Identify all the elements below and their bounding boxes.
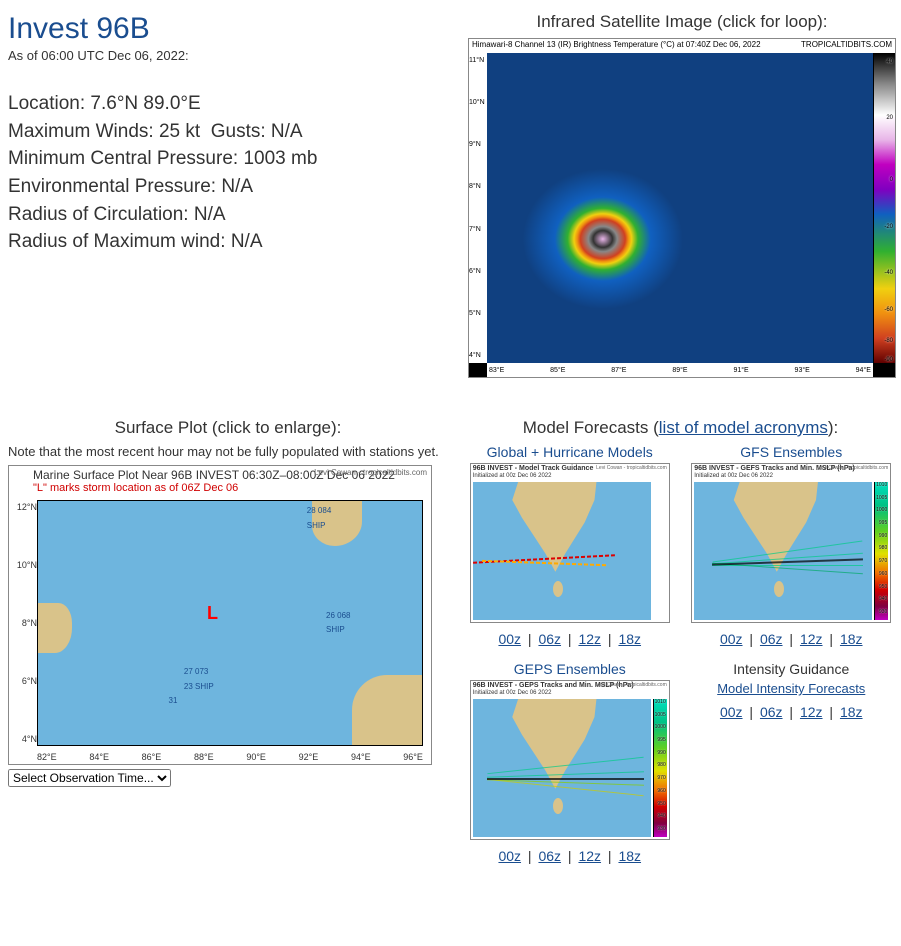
gfs-ens-image[interactable]: 96B INVEST - GEFS Tracks and Min. MSLP (… <box>691 463 891 623</box>
sat-ir-render <box>487 53 873 363</box>
stat-maxwind: Maximum Winds: 25 kt Gusts: N/A <box>8 119 448 145</box>
stat-pressure: Minimum Central Pressure: 1003 mb <box>8 146 448 172</box>
gfs-run-12z[interactable]: 12z <box>800 631 823 647</box>
storm-L-marker: L <box>207 603 218 624</box>
geps-ens-image[interactable]: 96B INVEST - GEPS Tracks and Min. MSLP (… <box>470 680 670 840</box>
intensity-run-06z[interactable]: 06z <box>760 704 783 720</box>
global-run-18z[interactable]: 18z <box>618 631 641 647</box>
global-models-image[interactable]: 96B INVEST - Model Track Guidance Initia… <box>470 463 670 623</box>
geps-run-18z[interactable]: 18z <box>618 848 641 864</box>
gfs-run-06z[interactable]: 06z <box>760 631 783 647</box>
surface-note: Note that the most recent hour may not b… <box>8 444 448 459</box>
sat-colorbar: 40200-20-40-60-80-90 <box>873 53 895 363</box>
observation-time-select[interactable]: Select Observation Time... <box>8 769 171 787</box>
sat-x-axis: 83°E85°E87°E89°E91°E93°E94°E <box>487 363 873 377</box>
surface-station: 28 084 <box>307 506 331 515</box>
intensity-run-links: 00z | 06z | 12z | 18z <box>690 704 894 720</box>
global-run-06z[interactable]: 06z <box>538 631 561 647</box>
sat-header-right: TROPICALTIDBITS.COM <box>801 40 892 52</box>
storm-title: Invest 96B <box>8 12 448 46</box>
geps-run-06z[interactable]: 06z <box>538 848 561 864</box>
intensity-run-18z[interactable]: 18z <box>840 704 863 720</box>
model-acronyms-link[interactable]: list of model acronyms <box>659 418 828 437</box>
geps-run-00z[interactable]: 00z <box>498 848 521 864</box>
surf-y-axis: 12°N10°N8°N6°N4°N <box>9 500 37 746</box>
surface-station: 26 068 <box>326 611 350 620</box>
surface-plot[interactable]: Marine Surface Plot Near 96B INVEST 06:3… <box>8 465 432 765</box>
global-run-12z[interactable]: 12z <box>578 631 601 647</box>
gfs-ens-subtitle: GFS Ensembles <box>690 444 894 460</box>
intensity-subtitle: Intensity Guidance <box>690 661 894 677</box>
satellite-image[interactable]: Himawari-8 Channel 13 (IR) Brightness Te… <box>468 38 896 378</box>
satellite-title: Infrared Satellite Image (click for loop… <box>468 12 896 32</box>
surface-station: SHIP <box>326 625 345 634</box>
stat-rmw: Radius of Maximum wind: N/A <box>8 229 448 255</box>
intensity-run-00z[interactable]: 00z <box>720 704 743 720</box>
surface-station: SHIP <box>307 521 326 530</box>
stat-roc: Radius of Circulation: N/A <box>8 202 448 228</box>
global-run-00z[interactable]: 00z <box>498 631 521 647</box>
stat-location: Location: 7.6°N 89.0°E <box>8 91 448 117</box>
global-models-subtitle: Global + Hurricane Models <box>468 444 672 460</box>
gfs-run-18z[interactable]: 18z <box>840 631 863 647</box>
models-title: Model Forecasts (list of model acronyms)… <box>468 418 893 438</box>
geps-run-12z[interactable]: 12z <box>578 848 601 864</box>
sat-header-left: Himawari-8 Channel 13 (IR) Brightness Te… <box>472 40 761 52</box>
global-run-links: 00z | 06z | 12z | 18z <box>468 631 672 647</box>
surface-title: Surface Plot (click to enlarge): <box>8 418 448 438</box>
gfs-run-links: 00z | 06z | 12z | 18z <box>690 631 894 647</box>
geps-run-links: 00z | 06z | 12z | 18z <box>468 848 672 864</box>
surf-map: L 28 084 SHIP 26 068 SHIP 27 073 23 SHIP 31 <box>37 500 423 746</box>
stat-envpress: Environmental Pressure: N/A <box>8 174 448 200</box>
surf-sub: "L" marks storm location as of 06Z Dec 0… <box>9 482 431 494</box>
surface-station: 23 SHIP <box>184 682 214 691</box>
timestamp: As of 06:00 UTC Dec 06, 2022: <box>8 48 448 63</box>
surf-credit: Levi Cowan - tropicaltidbits.com <box>314 468 427 477</box>
geps-ens-subtitle: GEPS Ensembles <box>468 661 672 677</box>
surface-station: 27 073 <box>184 667 208 676</box>
sat-y-axis: 11°N10°N9°N8°N7°N6°N5°N4°N <box>469 53 487 363</box>
intensity-run-12z[interactable]: 12z <box>800 704 823 720</box>
model-intensity-link[interactable]: Model Intensity Forecasts <box>717 681 865 696</box>
gfs-run-00z[interactable]: 00z <box>720 631 743 647</box>
surface-station: 31 <box>169 696 178 705</box>
surf-x-axis: 82°E84°E86°E88°E90°E92°E94°E96°E <box>37 752 423 762</box>
